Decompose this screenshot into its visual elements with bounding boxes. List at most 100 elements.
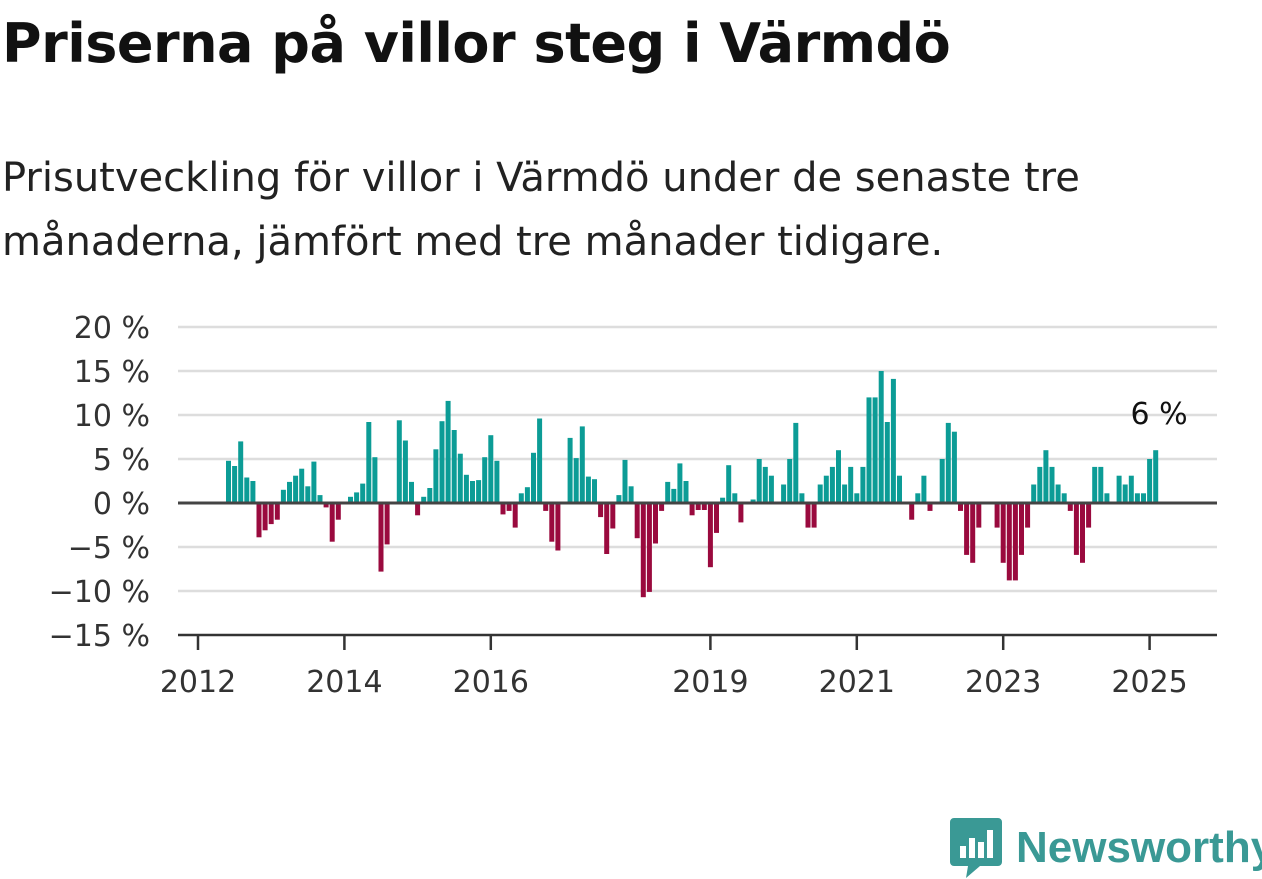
chart-title: Priserna på villor steg i Värmdö xyxy=(2,12,951,75)
bar xyxy=(256,503,262,538)
bar xyxy=(439,421,445,503)
bar xyxy=(592,479,597,503)
bar xyxy=(372,457,378,503)
bar xyxy=(549,503,555,542)
y-tick-label: 5 % xyxy=(93,443,150,478)
bar xyxy=(573,458,579,503)
y-tick-label: 20 % xyxy=(74,311,150,346)
bar xyxy=(976,503,982,528)
axis-labels: 20 % 15 % 10 % 5 % 0 % −5 % −10 % −15 % 2012 2014… xyxy=(49,311,1188,700)
bar xyxy=(1067,503,1073,511)
bar xyxy=(756,459,762,503)
bar xyxy=(665,481,671,503)
bar xyxy=(335,503,341,520)
bar xyxy=(884,422,890,503)
bar xyxy=(842,484,848,503)
bar xyxy=(470,481,475,503)
bar xyxy=(707,503,713,568)
bar xyxy=(610,503,616,529)
bar xyxy=(897,475,902,503)
bar xyxy=(604,503,610,554)
bar xyxy=(262,503,268,531)
newsworthy-logo-icon xyxy=(950,818,1002,878)
bar xyxy=(793,422,799,503)
bar xyxy=(1092,466,1098,503)
bar xyxy=(317,495,323,503)
bar xyxy=(1031,484,1037,503)
bar xyxy=(433,449,439,503)
x-tick-label: 2021 xyxy=(819,665,895,700)
bar xyxy=(848,466,854,503)
bar xyxy=(646,503,652,592)
bar xyxy=(701,503,707,510)
bar xyxy=(1116,475,1122,503)
bar xyxy=(671,488,677,503)
bar xyxy=(524,487,530,503)
bar xyxy=(445,400,451,503)
bar xyxy=(921,475,927,503)
bar xyxy=(823,475,829,503)
bar xyxy=(732,493,738,503)
bar xyxy=(1043,450,1049,503)
bar xyxy=(518,493,524,503)
bar xyxy=(415,503,421,516)
bar xyxy=(268,503,274,525)
bar xyxy=(653,503,658,544)
bar xyxy=(329,503,335,542)
axes xyxy=(178,501,1217,650)
bar xyxy=(293,475,299,503)
bar xyxy=(854,493,860,503)
bar xyxy=(500,503,506,515)
bar xyxy=(1104,493,1110,503)
bar xyxy=(768,475,774,503)
bar xyxy=(787,459,793,503)
bar xyxy=(506,503,512,511)
bar xyxy=(616,495,622,503)
x-tick-label: 2012 xyxy=(160,665,236,700)
bar xyxy=(714,503,719,533)
bar xyxy=(366,422,372,503)
bar xyxy=(836,450,841,503)
bar xyxy=(354,492,360,503)
bar xyxy=(543,503,549,511)
y-tick-label: −5 % xyxy=(68,531,150,566)
bar xyxy=(402,440,408,503)
bar xyxy=(817,484,823,503)
bar xyxy=(628,486,634,503)
bar xyxy=(622,459,628,503)
bar xyxy=(799,493,805,503)
bar xyxy=(567,437,573,503)
brand-logo: Newsworthy xyxy=(950,818,1262,878)
bar xyxy=(1055,484,1061,503)
bar xyxy=(232,466,238,503)
bar xyxy=(348,496,353,503)
bar xyxy=(659,503,665,511)
bar xyxy=(244,477,250,503)
bar xyxy=(1153,450,1159,503)
bar xyxy=(866,397,872,503)
bar xyxy=(860,466,866,503)
bar xyxy=(872,397,878,503)
bar xyxy=(1086,503,1092,528)
bar xyxy=(738,503,744,523)
bar xyxy=(537,418,543,503)
bar xyxy=(915,493,921,503)
bar xyxy=(689,503,695,516)
bar xyxy=(488,435,494,503)
bar xyxy=(726,465,732,503)
bar xyxy=(323,503,329,508)
bar xyxy=(250,481,256,503)
bar xyxy=(909,503,915,520)
bar xyxy=(939,459,945,503)
bar xyxy=(384,503,390,545)
bar xyxy=(457,453,463,503)
bar xyxy=(811,503,817,528)
y-tick-label: −10 % xyxy=(49,575,150,610)
bar xyxy=(720,497,726,503)
brand-name: Newsworthy xyxy=(1016,823,1262,872)
bar xyxy=(378,503,384,572)
x-tick-label: 2023 xyxy=(965,665,1041,700)
x-tick-label: 2014 xyxy=(306,665,382,700)
y-tick-label: 15 % xyxy=(74,355,150,390)
bar xyxy=(1006,503,1012,581)
